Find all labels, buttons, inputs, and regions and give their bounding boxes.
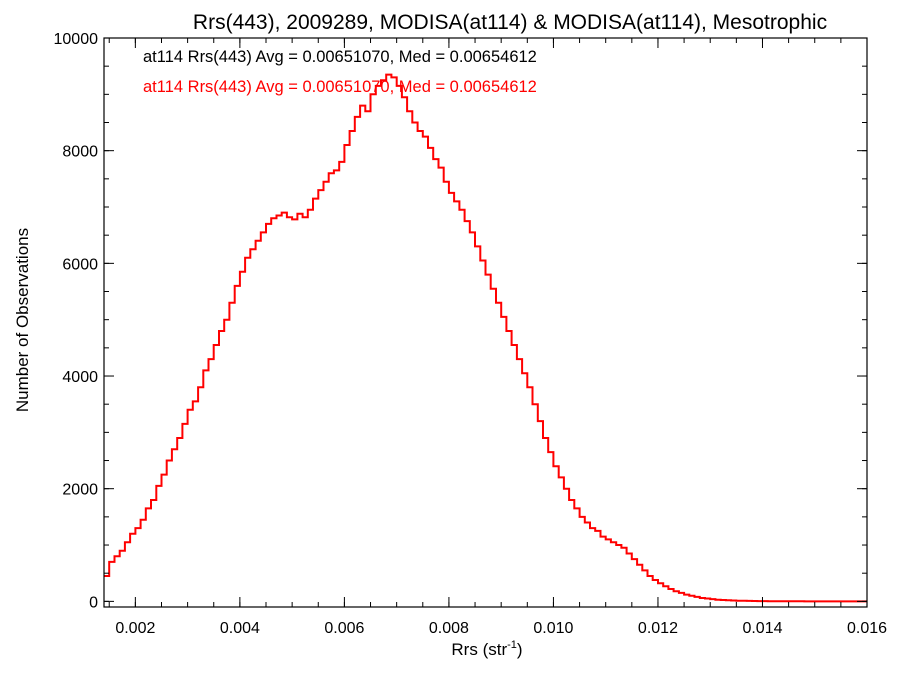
y-axis-label: Number of Observations [13, 228, 32, 412]
y-tick-label: 2000 [62, 482, 98, 499]
y-tick-label: 8000 [62, 144, 98, 161]
x-axis-label-close: ) [517, 640, 523, 659]
y-tick-label: 6000 [62, 256, 98, 273]
plot-frame [103, 37, 868, 608]
y-tick-label: 10000 [54, 31, 99, 48]
chart-title: Rrs(443), 2009289, MODISA(at114) & MODIS… [193, 11, 827, 34]
x-axis-label-superscript: -1 [507, 639, 517, 651]
x-axis-label: Rrs (str-1) [451, 639, 522, 659]
x-tick-label: 0.008 [429, 620, 469, 637]
y-tick-label: 0 [89, 594, 98, 611]
x-tick-label: 0.014 [742, 620, 782, 637]
annotation-red: at114 Rrs(443) Avg = 0.00651070, Med = 0… [143, 78, 537, 96]
series-layer [104, 73, 867, 603]
x-tick-label: 0.010 [533, 620, 573, 637]
y-tick-label: 4000 [62, 369, 98, 386]
axis-ticks: 0.002 0.004 0.006 0.008 0.010 0.012 0.014 0.016… [54, 31, 888, 637]
annotation-black: at114 Rrs(443) Avg = 0.00651070, Med = 0… [143, 48, 537, 66]
x-axis-label-main: Rrs (str [451, 640, 507, 659]
plot-area: 0.002 0.004 0.006 0.008 0.010 0.012 0.014 0.016… [54, 31, 888, 637]
x-tick-label: 0.002 [115, 620, 155, 637]
x-tick-label: 0.012 [638, 620, 678, 637]
x-tick-label: 0.004 [220, 620, 260, 637]
series-line-0 [104, 73, 867, 603]
x-tick-label: 0.016 [847, 620, 887, 637]
x-tick-label: 0.006 [324, 620, 364, 637]
